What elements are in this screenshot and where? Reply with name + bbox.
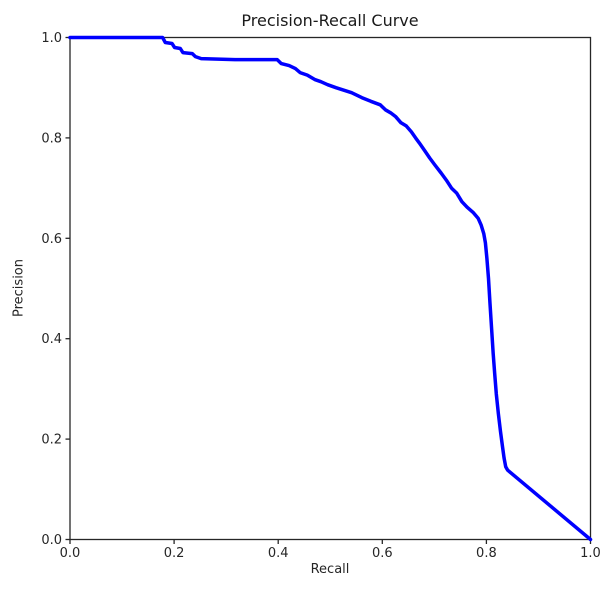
- plot-frame: [69, 36, 592, 541]
- x-tick-label: 0.8: [476, 546, 497, 561]
- x-tick-label: 0.6: [372, 546, 393, 561]
- x-tick-label: 1.0: [580, 546, 601, 561]
- chart-title: Precision-Recall Curve: [241, 11, 419, 30]
- y-tick-label: 0.8: [41, 131, 62, 146]
- y-tick-label: 0.2: [41, 433, 62, 448]
- y-tick-label: 0.6: [41, 232, 62, 247]
- x-tick-label: 0.0: [60, 546, 81, 561]
- x-axis-label: Recall: [310, 562, 350, 577]
- x-tick-label: 0.2: [164, 546, 185, 561]
- y-tick-label: 0.0: [41, 533, 62, 548]
- x-tick-label: 0.4: [268, 546, 289, 561]
- y-tick-label: 0.4: [41, 332, 62, 347]
- pr-curve-line: [68, 35, 593, 542]
- y-tick-label: 1.0: [41, 31, 62, 46]
